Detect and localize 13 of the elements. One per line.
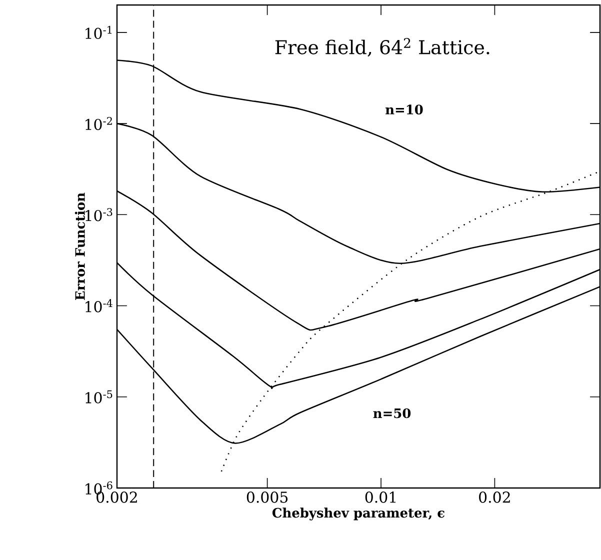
x-tick-label: 0.01 xyxy=(365,492,396,503)
x-tick-label: 0.005 xyxy=(246,492,288,503)
series-label: n=50 xyxy=(373,408,411,418)
x-axis-title: Chebyshev parameter, ϵ xyxy=(272,508,444,520)
y-tick-label: 10$^{-3}$ xyxy=(86,208,112,222)
series-label: n=10 xyxy=(386,104,423,114)
x-tick-label: 0.02 xyxy=(479,492,510,503)
y-tick-label: 10$^{-2}$ xyxy=(86,116,112,130)
text: Free field, 64$^{2}$ Lattice. xyxy=(275,38,490,57)
y-axis-title: Error Function xyxy=(74,192,85,300)
y-tick-label: 10$^{-1}$ xyxy=(86,26,112,40)
y-tick-label: 10$^{-4}$ xyxy=(86,299,112,312)
y-tick-label: 10$^{-5}$ xyxy=(86,390,112,404)
